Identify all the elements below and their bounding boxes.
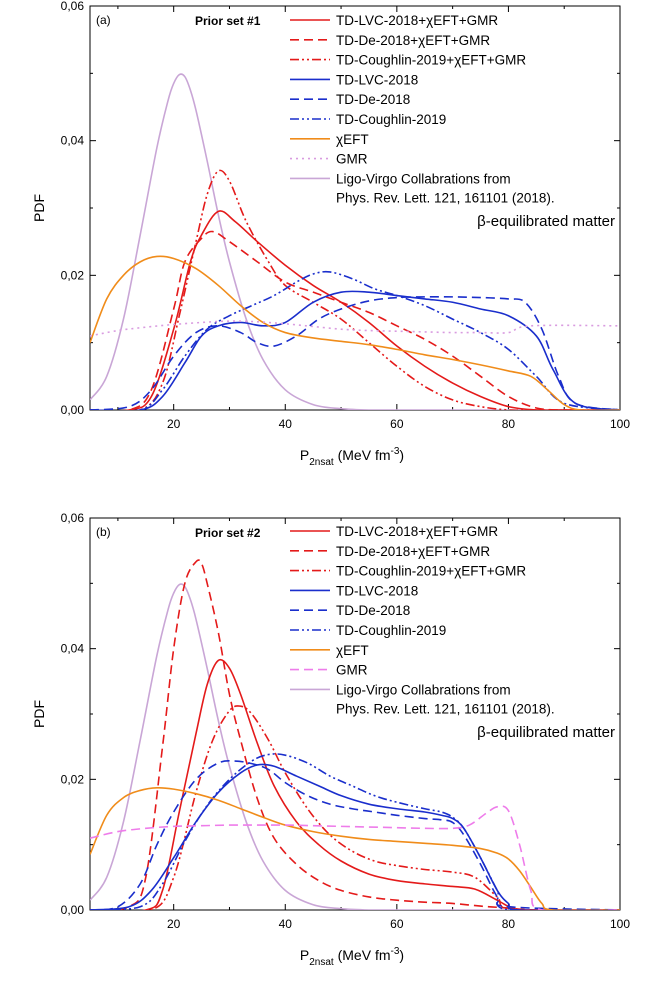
- legend-label: TD-Coughlin-2019+χEFT+GMR: [336, 53, 526, 68]
- series-line: [90, 169, 620, 410]
- series-line: [90, 705, 620, 910]
- series-line: [90, 760, 620, 910]
- x-tick-label: 40: [279, 417, 293, 431]
- series-line: [90, 210, 620, 410]
- matter-note: β-equilibrated matter: [477, 724, 615, 741]
- series-group: [90, 73, 620, 410]
- legend-label: TD-LVC-2018+χEFT+GMR: [336, 13, 498, 28]
- chart-panel-a: 20 40 60 80 100 0,00 0,02 0,04 0,06 PDF P2nsat (Me…: [31, 0, 630, 468]
- series-line: [90, 658, 620, 910]
- legend-label: TD-De-2018+χEFT+GMR: [336, 33, 490, 48]
- legend-label: TD-Coughlin-2019+χEFT+GMR: [336, 564, 526, 579]
- x-tick-label: 20: [167, 917, 181, 931]
- y-axis-label: PDF: [31, 194, 47, 222]
- legend-label: GMR: [336, 663, 368, 678]
- x-axis-label-main: P: [300, 947, 309, 963]
- series-line: [90, 583, 620, 910]
- x-tick-label: 80: [502, 917, 516, 931]
- panel-label: (b): [96, 525, 111, 539]
- legend-label: χEFT: [336, 132, 369, 147]
- legend-label: TD-LVC-2018+χEFT+GMR: [336, 524, 498, 539]
- legend: TD-LVC-2018+χEFT+GMR TD-De-2018+χEFT+GMR T…: [290, 524, 555, 716]
- x-axis-label-unit-sup: -3: [391, 946, 400, 957]
- x-axis-label-subsub: sat: [320, 957, 334, 968]
- series-group: [90, 559, 620, 910]
- legend-label: Ligo-Virgo Collabrations from Phys. Rev. …: [336, 171, 555, 205]
- y-axis-label: PDF: [31, 700, 47, 728]
- x-tick-label: 40: [279, 917, 293, 931]
- series-line: [90, 270, 620, 410]
- series-line: [90, 255, 620, 410]
- legend-label: TD-Coughlin-2019: [336, 623, 446, 638]
- x-axis-label-unit-end: ): [399, 447, 404, 463]
- x-axis-label-sub: 2n: [309, 957, 320, 968]
- legend-label: TD-De-2018: [336, 603, 410, 618]
- x-axis-label-unit-sup: -3: [391, 446, 400, 457]
- series-line: [90, 786, 620, 910]
- legend-label: TD-De-2018+χEFT+GMR: [336, 544, 490, 559]
- x-axis-label-unit-end: ): [399, 947, 404, 963]
- series-line: [90, 230, 620, 410]
- y-tick-label: 0,02: [61, 268, 85, 282]
- y-tick-label: 0,02: [61, 772, 85, 786]
- series-line: [90, 320, 620, 337]
- x-tick-label: 100: [610, 417, 630, 431]
- series-line: [90, 753, 620, 910]
- x-tick-label: 20: [167, 417, 181, 431]
- legend-label: TD-LVC-2018: [336, 72, 418, 87]
- x-axis-label: P2nsat (MeV fm-3): [300, 446, 404, 468]
- legend: TD-LVC-2018+χEFT+GMR TD-De-2018+χEFT+GMR T…: [290, 13, 555, 205]
- y-tick-label: 0,00: [61, 403, 85, 417]
- panel-label: (a): [96, 13, 111, 27]
- legend-label: χEFT: [336, 643, 369, 658]
- x-tick-label: 100: [610, 917, 630, 931]
- y-tick-label: 0,06: [61, 0, 85, 13]
- legend-label: TD-De-2018: [336, 92, 410, 107]
- x-axis-label: P2nsat (MeV fm-3): [300, 946, 404, 968]
- x-axis-label-sub: 2n: [309, 457, 320, 468]
- series-line: [90, 805, 620, 910]
- series-line: [90, 73, 620, 410]
- legend-label: GMR: [336, 152, 368, 167]
- legend-label: TD-LVC-2018: [336, 583, 418, 598]
- legend-label: TD-Coughlin-2019: [336, 112, 446, 127]
- series-line: [90, 295, 620, 410]
- y-tick-label: 0,04: [61, 134, 85, 148]
- prior-set-annotation: Prior set #2: [195, 526, 261, 540]
- chart-panel-b: 20 40 60 80 100 0,00 0,02 0,04 0,06 PDF P2nsat (Me…: [31, 511, 630, 968]
- x-axis-label-main: P: [300, 447, 309, 463]
- matter-note: β-equilibrated matter: [477, 213, 615, 230]
- series-line: [90, 559, 620, 910]
- x-axis-label-subsub: sat: [320, 457, 334, 468]
- y-tick-label: 0,04: [61, 642, 85, 656]
- y-tick-label: 0,00: [61, 903, 85, 917]
- x-axis-label-unit: (MeV fm: [334, 947, 391, 963]
- legend-label: Ligo-Virgo Collabrations from Phys. Rev. …: [336, 682, 555, 716]
- x-tick-label: 60: [390, 917, 404, 931]
- x-tick-label: 60: [390, 417, 404, 431]
- x-axis-label-unit: (MeV fm: [334, 447, 391, 463]
- series-line: [90, 290, 620, 410]
- y-tick-label: 0,06: [61, 511, 85, 525]
- prior-set-annotation: Prior set #1: [195, 14, 261, 28]
- x-tick-label: 80: [502, 417, 516, 431]
